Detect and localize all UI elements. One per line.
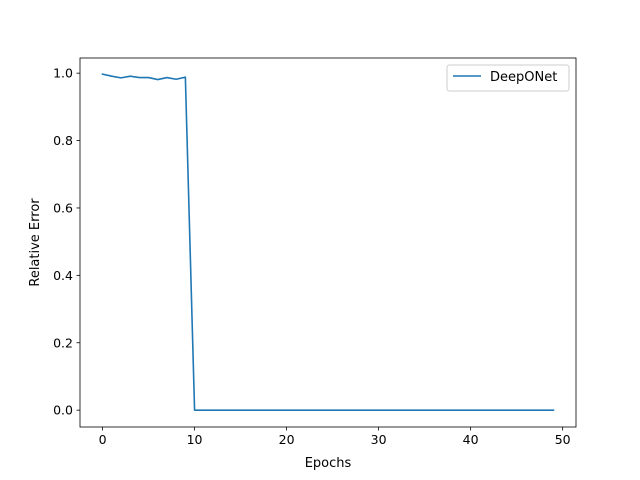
y-tick-label: 0.4 <box>53 268 73 283</box>
x-tick-label: 40 <box>463 432 479 447</box>
y-tick-label: 0.6 <box>53 200 73 215</box>
x-tick-label: 20 <box>279 432 295 447</box>
y-tick-label: 0.0 <box>53 403 73 418</box>
x-tick-label: 30 <box>371 432 387 447</box>
plot-frame <box>79 57 577 428</box>
ticks-layer: 0 10 20 30 40 50 0.0 0.2 0.4 0.6 0.8 1.0 <box>53 66 571 447</box>
x-tick-label: 0 <box>99 432 107 447</box>
x-tick-label: 10 <box>187 432 203 447</box>
series-line-deeponet <box>101 73 555 411</box>
legend-label: DeepONet <box>490 70 557 85</box>
y-tick-label: 0.2 <box>53 335 73 350</box>
legend: DeepONet <box>446 64 570 92</box>
y-axis-label: Relative Error <box>28 198 43 287</box>
legend-box <box>446 64 570 92</box>
series-layer <box>101 73 555 411</box>
x-tick-label: 50 <box>555 432 571 447</box>
x-axis-label: Epochs <box>305 456 352 471</box>
y-tick-label: 1.0 <box>53 66 73 81</box>
y-tick-label: 0.8 <box>53 133 73 148</box>
plot-area <box>80 58 576 427</box>
